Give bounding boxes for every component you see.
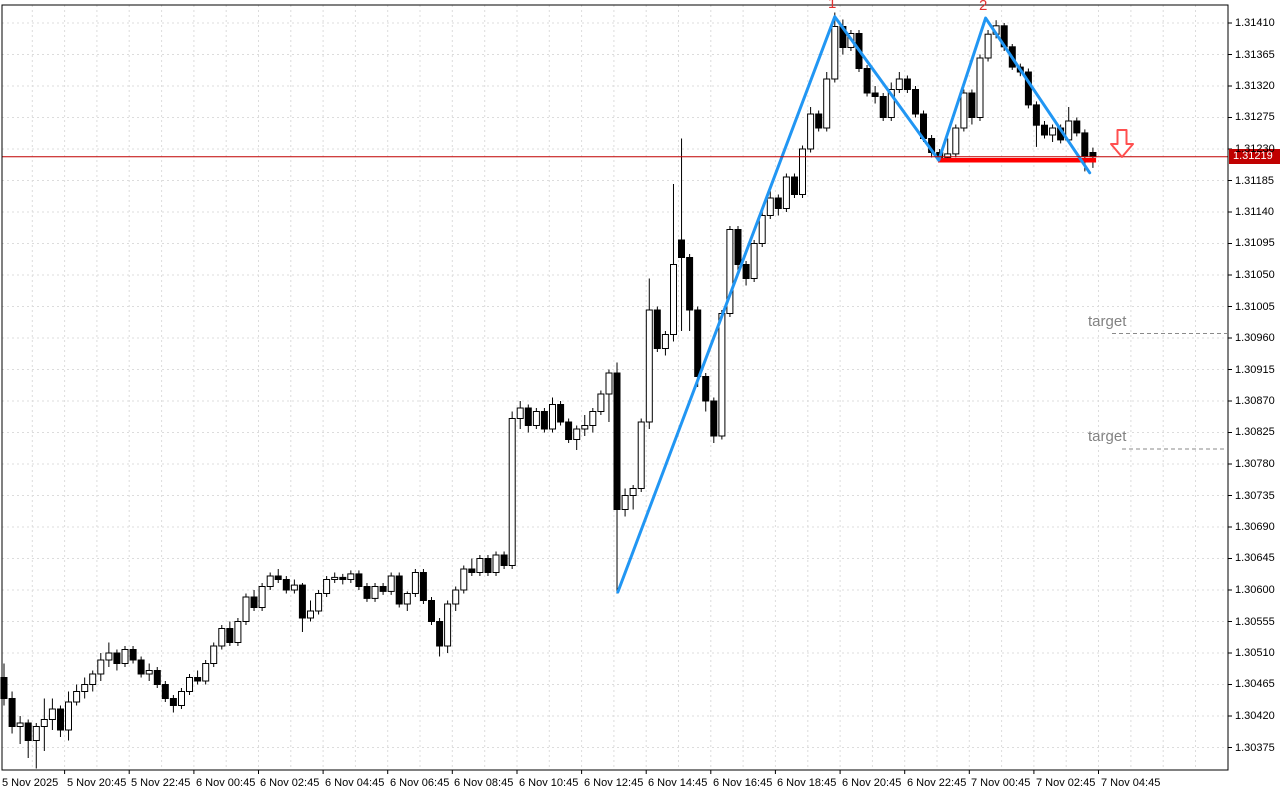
price-axis-label: 1.30375 [1235, 742, 1275, 754]
price-axis-label: 1.30780 [1235, 458, 1275, 470]
time-axis-label: 6 Nov 04:45 [325, 777, 385, 789]
price-axis-label: 1.30555 [1235, 616, 1275, 628]
time-axis-label: 6 Nov 08:45 [454, 777, 514, 789]
pattern-point-1-label[interactable]: 1 [828, 0, 837, 12]
time-axis-label: 7 Nov 04:45 [1101, 777, 1161, 789]
price-axis-label: 1.30510 [1235, 647, 1275, 659]
price-axis-label: 1.30600 [1235, 584, 1275, 596]
price-axis-label: 1.31230 [1235, 143, 1275, 155]
price-axis-label: 1.31095 [1235, 237, 1275, 249]
price-axis-label: 1.30870 [1235, 395, 1275, 407]
down-arrow-icon[interactable] [1110, 129, 1134, 158]
time-axis-label: 6 Nov 06:45 [390, 777, 450, 789]
time-axis-label: 7 Nov 02:45 [1036, 777, 1096, 789]
price-axis-label: 1.30735 [1235, 490, 1275, 502]
price-axis-label: 1.30645 [1235, 552, 1275, 564]
target-label-1[interactable]: target [1088, 313, 1127, 330]
price-axis-label: 1.31275 [1235, 111, 1275, 123]
price-axis-label: 1.31140 [1235, 206, 1274, 218]
price-axis-label: 1.31185 [1235, 175, 1274, 187]
price-axis-label: 1.31320 [1235, 80, 1275, 92]
time-axis-label: 6 Nov 10:45 [519, 777, 579, 789]
price-axis-label: 1.30825 [1235, 426, 1275, 438]
price-axis-label: 1.31050 [1235, 269, 1275, 281]
price-axis-label: 1.30690 [1235, 521, 1275, 533]
time-axis-label: 6 Nov 12:45 [584, 777, 644, 789]
pattern-point-2-label[interactable]: 2 [979, 0, 988, 14]
time-axis-label: 7 Nov 00:45 [971, 777, 1031, 789]
time-axis-label: 6 Nov 18:45 [777, 777, 837, 789]
price-axis-label: 1.31410 [1235, 17, 1275, 29]
time-axis-label: 6 Nov 00:45 [196, 777, 256, 789]
time-axis-label: 5 Nov 2025 [2, 777, 59, 789]
chart-frame [1, 4, 1229, 771]
axis-ticks [64, 22, 1232, 774]
time-axis-label: 6 Nov 16:45 [713, 777, 773, 789]
time-axis-label: 6 Nov 22:45 [907, 777, 967, 789]
target-lines[interactable] [1112, 333, 1227, 450]
current-price-badge: 1.31219 [1229, 149, 1280, 164]
target-label-2[interactable]: target [1088, 428, 1127, 445]
price-axis-label: 1.31005 [1235, 301, 1275, 313]
price-axis-label: 1.30960 [1235, 332, 1275, 344]
price-axis-label: 1.30915 [1235, 364, 1275, 376]
price-axis-label: 1.30465 [1235, 678, 1275, 690]
price-axis-label: 1.31365 [1235, 49, 1275, 61]
time-axis-label: 5 Nov 20:45 [67, 777, 127, 789]
time-axis-label: 5 Nov 22:45 [131, 777, 191, 789]
candles-layer [0, 12, 1097, 769]
grid-layer [2, 5, 1228, 770]
time-axis-label: 6 Nov 14:45 [648, 777, 708, 789]
time-axis-label: 6 Nov 02:45 [260, 777, 320, 789]
pattern-trendline[interactable] [616, 15, 1092, 594]
price-axis-label: 1.30420 [1235, 710, 1275, 722]
time-axis-label: 6 Nov 20:45 [842, 777, 902, 789]
